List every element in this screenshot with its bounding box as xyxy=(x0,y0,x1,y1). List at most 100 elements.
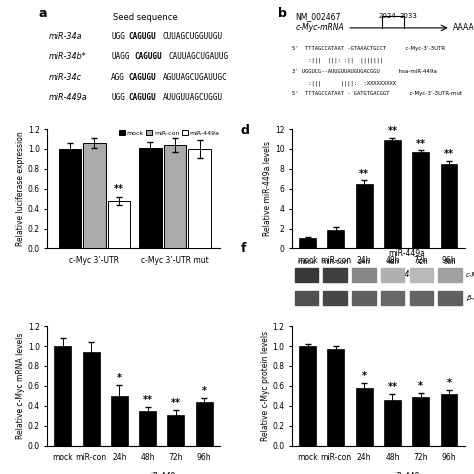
Text: *: * xyxy=(447,378,451,388)
Bar xyxy=(139,411,156,446)
Text: **: ** xyxy=(416,139,426,149)
Text: :|||  |||: :||  |||||||: :||| |||: :|| ||||||| xyxy=(292,57,383,63)
Text: **: ** xyxy=(143,395,153,405)
Text: **: ** xyxy=(387,126,398,136)
Text: 96h: 96h xyxy=(444,259,456,265)
Text: *: * xyxy=(418,381,423,391)
Text: CAGUGU: CAGUGU xyxy=(128,32,156,41)
Legend: mock, miR-con, miR-449a: mock, miR-con, miR-449a xyxy=(118,130,220,137)
Bar xyxy=(328,229,345,248)
Bar xyxy=(356,184,373,248)
Bar xyxy=(108,201,130,248)
Text: AGG: AGG xyxy=(111,73,125,82)
Text: c-Myc-3’-3UTR: c-Myc-3’-3UTR xyxy=(402,46,445,51)
Text: 48h: 48h xyxy=(386,259,399,265)
Bar xyxy=(164,145,186,248)
Text: AAAAA: AAAAA xyxy=(453,23,474,32)
Bar xyxy=(410,291,433,305)
Text: 3' UGGUCG--AUUGUUAUGUGACGGU: 3' UGGUCG--AUUGUUAUGUGACGGU xyxy=(292,69,380,74)
Text: 24h: 24h xyxy=(357,259,370,265)
Y-axis label: Relative c-Myc mRNA levels: Relative c-Myc mRNA levels xyxy=(16,333,25,439)
Bar xyxy=(328,349,345,446)
Text: miR-con: miR-con xyxy=(322,259,349,265)
Text: **: ** xyxy=(114,184,124,194)
Text: 5'  TTTAGCCATAAT - GATGTGACGGT: 5' TTTAGCCATAAT - GATGTGACGGT xyxy=(292,91,390,96)
Text: f: f xyxy=(240,242,246,255)
Bar xyxy=(352,291,376,305)
Text: **: ** xyxy=(359,169,369,179)
Bar xyxy=(440,164,457,248)
Bar xyxy=(189,149,211,248)
Bar xyxy=(83,143,106,248)
Bar xyxy=(356,388,373,446)
Bar xyxy=(295,291,319,305)
Y-axis label: Relative miR-449a levels: Relative miR-449a levels xyxy=(263,141,272,236)
Text: a: a xyxy=(39,8,47,20)
Text: CUUAGCUGGUUGU: CUUAGCUGGUUGU xyxy=(163,32,222,41)
Bar xyxy=(440,394,457,446)
Text: **: ** xyxy=(387,382,398,392)
Bar xyxy=(59,149,81,248)
Bar xyxy=(410,268,433,282)
Bar xyxy=(384,140,401,248)
Bar xyxy=(139,148,162,248)
Bar xyxy=(381,291,404,305)
Text: c-Myc-3’-3UTR-mut: c-Myc-3’-3UTR-mut xyxy=(406,91,462,96)
Text: CAUUAGCUGAUUG: CAUUAGCUGAUUG xyxy=(168,53,228,62)
Bar xyxy=(412,152,429,248)
Text: UGG: UGG xyxy=(111,32,125,41)
Text: AUUGUUAGCUGGU: AUUGUUAGCUGGU xyxy=(163,93,222,102)
Bar xyxy=(438,268,462,282)
Text: UGG: UGG xyxy=(111,93,125,102)
Text: CAGUGU: CAGUGU xyxy=(128,93,156,102)
Text: 2033: 2033 xyxy=(399,12,417,18)
Text: hsa-miR-449a: hsa-miR-449a xyxy=(394,69,437,74)
Text: CAGUGU: CAGUGU xyxy=(128,73,156,82)
Text: NM_002467: NM_002467 xyxy=(296,12,341,21)
Text: miR-449a: miR-449a xyxy=(389,249,426,258)
Text: 2024: 2024 xyxy=(378,12,396,18)
Text: *: * xyxy=(202,386,207,396)
Text: *: * xyxy=(117,373,122,383)
Bar xyxy=(438,291,462,305)
Text: mock: mock xyxy=(298,259,316,265)
Text: miR-34c: miR-34c xyxy=(49,73,82,82)
Text: miR-449a: miR-449a xyxy=(49,93,88,102)
Bar xyxy=(412,397,429,446)
Text: CAGUGU: CAGUGU xyxy=(134,53,162,62)
Y-axis label: Relative luciferase expression: Relative luciferase expression xyxy=(16,131,25,246)
Text: d: d xyxy=(240,124,249,137)
Text: UAGG: UAGG xyxy=(111,53,130,62)
Bar xyxy=(384,400,401,446)
Text: :|||      ||||:  :XXXXXXXXX: :||| ||||: :XXXXXXXXX xyxy=(292,80,396,86)
Text: 72h: 72h xyxy=(415,259,428,265)
Bar xyxy=(55,346,72,446)
Text: miR-34b*: miR-34b* xyxy=(49,53,87,62)
Text: **: ** xyxy=(444,149,454,159)
Bar xyxy=(381,268,404,282)
Text: 5'  TTTAGCCATAAT -GTAAACTGCCT: 5' TTTAGCCATAAT -GTAAACTGCCT xyxy=(292,46,386,51)
Text: miR-449a: miR-449a xyxy=(388,270,425,279)
Bar xyxy=(323,268,347,282)
Text: *: * xyxy=(362,371,367,381)
Text: β-actin: β-actin xyxy=(466,295,474,301)
Text: AGUUAGCUGAUUGC: AGUUAGCUGAUUGC xyxy=(163,73,227,82)
Text: miR-449a: miR-449a xyxy=(144,473,180,474)
Bar xyxy=(295,268,319,282)
Text: Seed sequence: Seed sequence xyxy=(113,12,178,21)
Bar xyxy=(299,238,316,248)
Bar xyxy=(196,402,213,446)
Bar xyxy=(352,268,376,282)
Bar xyxy=(83,352,100,446)
Text: c-Myc-mRNA: c-Myc-mRNA xyxy=(296,23,344,32)
Bar xyxy=(167,415,184,446)
Text: miR-449a: miR-449a xyxy=(388,473,425,474)
Y-axis label: Relative c-Myc protein levels: Relative c-Myc protein levels xyxy=(261,331,270,441)
Bar xyxy=(111,396,128,446)
Text: b: b xyxy=(278,8,287,20)
Bar xyxy=(323,291,347,305)
Text: **: ** xyxy=(171,398,181,408)
Bar xyxy=(299,346,316,446)
Text: miR-34a: miR-34a xyxy=(49,32,82,41)
Text: c-Myc: c-Myc xyxy=(466,272,474,278)
